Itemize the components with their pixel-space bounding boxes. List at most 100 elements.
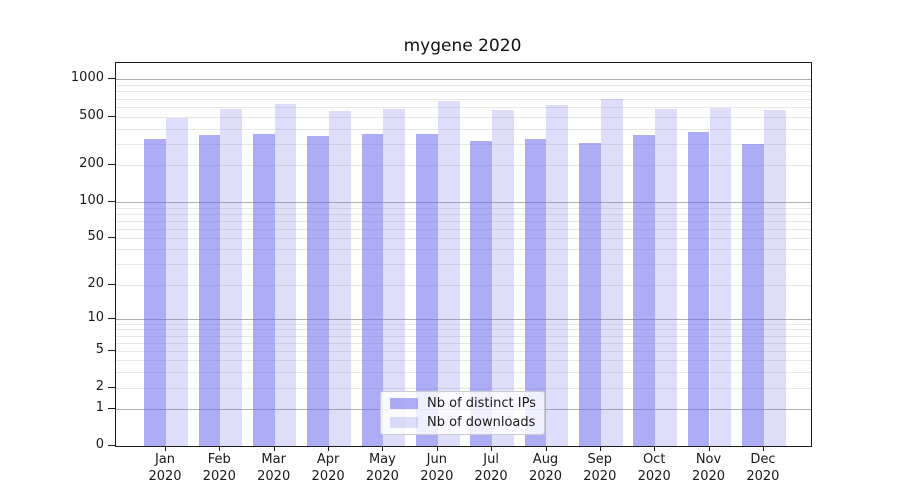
bar-downloads-jun bbox=[437, 101, 460, 446]
gridline-minor bbox=[116, 117, 811, 118]
plot-area bbox=[115, 62, 812, 447]
y-tick-label-0: 0 bbox=[95, 437, 104, 452]
x-tick-label-nov: Nov 2020 bbox=[677, 451, 741, 485]
bar-distinct-ips-jun bbox=[415, 134, 438, 446]
gridline-minor bbox=[116, 285, 811, 286]
x-tick-label-oct: Oct 2020 bbox=[622, 451, 686, 485]
y-tick-label-100: 100 bbox=[79, 193, 104, 208]
x-tick-year: 2020 bbox=[420, 469, 454, 484]
legend-swatch-downloads bbox=[390, 417, 418, 428]
x-tick-month: Nov bbox=[695, 452, 722, 467]
x-tick-label-jun: Jun 2020 bbox=[405, 451, 469, 485]
x-tick-mark-dec bbox=[762, 446, 764, 451]
gridline-minor bbox=[116, 264, 811, 266]
gridline-minor bbox=[116, 238, 811, 239]
gridline-minor bbox=[116, 165, 811, 166]
y-tick-mark-0 bbox=[108, 445, 115, 446]
y-tick-label-200: 200 bbox=[79, 156, 104, 171]
gridline-minor bbox=[116, 107, 811, 108]
x-tick-label-may: May 2020 bbox=[350, 451, 414, 485]
y-tick-mark-10 bbox=[108, 318, 115, 319]
x-tick-year: 2020 bbox=[583, 469, 617, 484]
gridline-minor bbox=[116, 249, 811, 251]
x-tick-label-apr: Apr 2020 bbox=[296, 451, 360, 485]
gridline-minor bbox=[116, 207, 811, 209]
x-tick-month: Jan bbox=[154, 452, 176, 467]
y-tick-label-10: 10 bbox=[87, 310, 104, 325]
gridline-minor bbox=[116, 98, 811, 100]
x-tick-year: 2020 bbox=[365, 469, 399, 484]
gridline-major bbox=[116, 319, 811, 320]
x-tick-mark-jul bbox=[491, 446, 493, 451]
gridline-major bbox=[116, 79, 811, 80]
x-tick-mark-apr bbox=[328, 446, 330, 451]
y-tick-label-50: 50 bbox=[87, 229, 104, 244]
x-tick-mark-jun bbox=[436, 446, 438, 451]
bar-downloads-jan bbox=[166, 118, 188, 446]
x-tick-month: Jul bbox=[483, 452, 499, 467]
bar-downloads-oct bbox=[655, 108, 677, 446]
gridline-minor bbox=[116, 351, 811, 352]
x-tick-month: Feb bbox=[207, 452, 231, 467]
y-tick-label-500: 500 bbox=[79, 108, 104, 123]
gridline-minor bbox=[116, 128, 811, 130]
x-tick-month: Apr bbox=[316, 452, 340, 467]
y-tick-mark-2 bbox=[108, 387, 115, 388]
x-tick-mark-may bbox=[382, 446, 384, 451]
bar-distinct-ips-aug bbox=[524, 138, 547, 446]
y-tick-label-5: 5 bbox=[95, 342, 104, 357]
gridline-minor bbox=[116, 342, 811, 344]
y-tick-mark-50 bbox=[108, 237, 115, 238]
x-tick-label-sep: Sep 2020 bbox=[568, 451, 632, 485]
bar-downloads-sep bbox=[600, 98, 623, 446]
chart-title: mygene 2020 bbox=[403, 36, 522, 56]
x-tick-month: Oct bbox=[642, 452, 666, 467]
gridline-minor bbox=[116, 329, 811, 331]
x-tick-mark-aug bbox=[545, 446, 547, 451]
x-tick-label-jul: Jul 2020 bbox=[459, 451, 523, 485]
bar-downloads-feb bbox=[220, 108, 243, 446]
gridline-minor bbox=[116, 323, 811, 325]
bar-distinct-ips-jan bbox=[144, 138, 166, 446]
x-tick-mark-jan bbox=[165, 446, 166, 451]
bar-downloads-nov bbox=[709, 107, 732, 446]
bar-distinct-ips-dec bbox=[742, 143, 764, 446]
gridline-minor bbox=[116, 335, 811, 337]
x-tick-month: Aug bbox=[532, 452, 559, 467]
gridline-minor bbox=[116, 228, 811, 230]
legend: Nb of distinct IPs Nb of downloads bbox=[380, 391, 545, 435]
gridline-minor bbox=[116, 388, 811, 389]
x-tick-year: 2020 bbox=[311, 469, 345, 484]
x-tick-year: 2020 bbox=[474, 469, 508, 484]
bar-distinct-ips-nov bbox=[687, 132, 710, 446]
bar-distinct-ips-mar bbox=[252, 133, 275, 446]
legend-label-distinct-ips: Nb of distinct IPs bbox=[427, 395, 536, 411]
y-tick-mark-500 bbox=[108, 116, 115, 117]
x-tick-year: 2020 bbox=[148, 469, 182, 484]
gridline-minor bbox=[116, 360, 811, 361]
bar-downloads-jul bbox=[492, 110, 514, 446]
x-tick-label-feb: Feb 2020 bbox=[187, 451, 251, 485]
x-tick-month: Jun bbox=[426, 452, 447, 467]
y-tick-label-1: 1 bbox=[95, 400, 104, 415]
x-tick-mark-feb bbox=[219, 446, 221, 451]
bar-downloads-aug bbox=[546, 105, 569, 446]
bar-distinct-ips-sep bbox=[579, 142, 601, 446]
gridline-minor bbox=[116, 143, 811, 145]
x-tick-label-mar: Mar 2020 bbox=[242, 451, 306, 485]
y-tick-label-2: 2 bbox=[95, 379, 104, 394]
y-tick-mark-1 bbox=[108, 408, 115, 409]
gridline-minor bbox=[116, 91, 811, 93]
x-tick-year: 2020 bbox=[746, 469, 780, 484]
x-tick-month: May bbox=[368, 452, 396, 467]
y-tick-mark-100 bbox=[108, 201, 115, 202]
bar-downloads-mar bbox=[274, 104, 297, 446]
bar-distinct-ips-may bbox=[361, 134, 384, 446]
x-tick-year: 2020 bbox=[202, 469, 236, 484]
gridline-minor bbox=[116, 220, 811, 222]
x-tick-mark-nov bbox=[708, 446, 710, 451]
x-tick-year: 2020 bbox=[691, 469, 726, 484]
x-tick-mark-oct bbox=[654, 446, 656, 451]
y-tick-label-1000: 1000 bbox=[70, 70, 104, 85]
